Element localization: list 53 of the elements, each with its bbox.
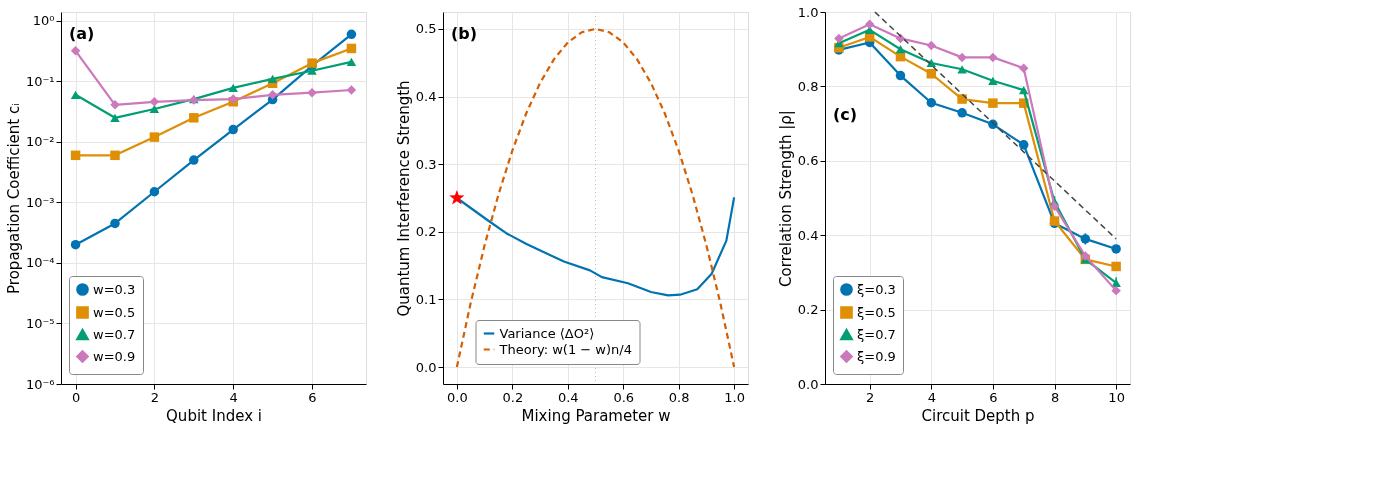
- y-tick-label: 0.0: [797, 376, 819, 392]
- x-tick-label: 0.0: [447, 389, 468, 405]
- y-tick-label: 0.3: [415, 156, 437, 172]
- legend-label: Variance ⟨ΔO²⟩: [499, 325, 595, 341]
- x-axis-title: Mixing Parameter w: [521, 406, 671, 425]
- y-axis-title: Propagation Coefficient cᵢ: [4, 103, 23, 294]
- y-tick-label: 0.2: [415, 224, 437, 240]
- y-tick-label: 10⁻²: [25, 134, 55, 150]
- x-tick-label: 4: [927, 389, 936, 405]
- legend-label: ξ=0.9: [857, 348, 896, 364]
- x-tick-label: 10: [1108, 389, 1125, 405]
- legend-label: Theory: w(1 − w)n/4: [498, 341, 632, 357]
- x-tick-label: 0.8: [668, 389, 690, 405]
- legend-label: w=0.5: [93, 304, 136, 320]
- x-tick-label: 4: [229, 389, 238, 405]
- y-axis-title: Correlation Strength |ρ|: [776, 110, 795, 287]
- x-axis-title: Qubit Index i: [166, 406, 262, 425]
- x-tick-label: 0.2: [502, 389, 524, 405]
- y-tick-label: 10⁰: [32, 13, 55, 29]
- x-tick-label: 2: [150, 389, 160, 405]
- y-tick-label: 0.4: [415, 89, 437, 105]
- y-tick-label: 0.2: [797, 302, 819, 318]
- x-tick-label: 1.0: [724, 389, 745, 405]
- y-tick-label: 0.1: [415, 291, 437, 307]
- x-tick-label: 0.4: [557, 389, 579, 405]
- legend-label: ξ=0.7: [857, 326, 896, 342]
- y-tick-label: 10⁻⁴: [25, 255, 55, 271]
- x-tick-label: 6: [308, 389, 317, 405]
- annotation: (a): [69, 24, 95, 43]
- annotation: (c): [833, 105, 858, 124]
- y-tick-label: 0.6: [797, 153, 819, 169]
- y-tick-label: 0.4: [797, 227, 819, 243]
- x-tick-label: 2: [866, 389, 875, 405]
- y-tick-label: 0.0: [415, 359, 437, 375]
- x-tick-label: 6: [989, 389, 998, 405]
- y-tick-label: 10⁻¹: [25, 73, 55, 89]
- legend-label: w=0.3: [93, 281, 136, 297]
- y-tick-label: 10⁻³: [25, 194, 55, 210]
- legend-label: ξ=0.5: [857, 304, 896, 320]
- y-tick-label: 10⁻⁵: [25, 315, 55, 331]
- x-tick-label: 0.6: [613, 389, 635, 405]
- legend-label: w=0.9: [93, 348, 136, 364]
- x-axis-title: Circuit Depth p: [921, 406, 1035, 425]
- y-tick-label: 1.0: [797, 4, 819, 20]
- x-tick-label: 8: [1050, 389, 1060, 405]
- y-tick-label: 0.8: [797, 78, 819, 94]
- annotation: (b): [451, 24, 478, 43]
- x-tick-label: 0: [71, 389, 81, 405]
- y-tick-label: 10⁻⁶: [25, 376, 55, 392]
- y-axis-title: Quantum Interference Strength: [394, 80, 413, 317]
- legend-label: ξ=0.3: [857, 281, 896, 297]
- y-tick-label: 0.5: [415, 21, 437, 37]
- legend-label: w=0.7: [93, 326, 136, 342]
